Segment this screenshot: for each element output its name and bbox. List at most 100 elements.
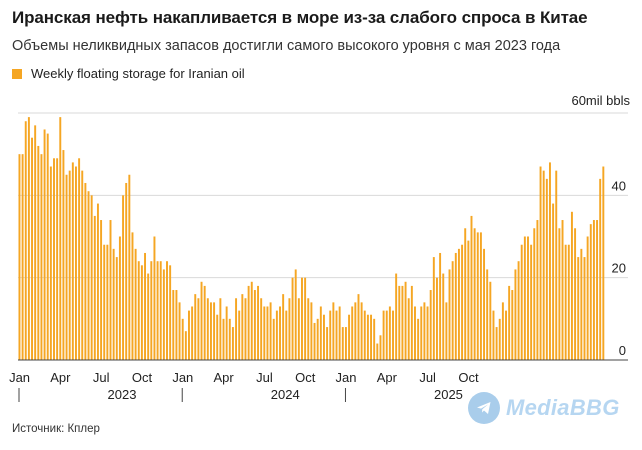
- bar: [266, 306, 269, 360]
- bar: [34, 125, 37, 360]
- bar: [602, 166, 605, 360]
- bar: [344, 327, 347, 360]
- bar: [191, 306, 194, 360]
- bar: [253, 290, 256, 360]
- x-tick-label: Jan: [9, 370, 30, 385]
- bar: [106, 244, 109, 360]
- bar: [589, 224, 592, 360]
- bar: [448, 269, 451, 360]
- bar: [457, 248, 460, 360]
- bar: [539, 166, 542, 360]
- bar: [43, 129, 46, 360]
- bar: [209, 302, 212, 360]
- bar: [492, 310, 495, 360]
- bar: [294, 269, 297, 360]
- bar: [272, 318, 275, 360]
- bar: [599, 178, 602, 360]
- x-tick-label: Oct: [458, 370, 479, 385]
- bar: [37, 145, 40, 360]
- bar: [134, 248, 137, 360]
- bar: [307, 298, 310, 360]
- bar: [244, 298, 247, 360]
- bar: [197, 298, 200, 360]
- bar: [84, 182, 87, 360]
- bar: [231, 327, 234, 360]
- bar: [335, 310, 338, 360]
- bar: [219, 298, 222, 360]
- bar: [542, 170, 545, 360]
- bar: [285, 310, 288, 360]
- watermark-text: MediaBBG: [506, 395, 620, 420]
- bar: [260, 298, 263, 360]
- bar: [279, 306, 281, 360]
- bar: [527, 236, 529, 360]
- bar: [326, 327, 329, 360]
- bar: [417, 318, 420, 360]
- bar: [128, 174, 131, 360]
- x-tick-label: Oct: [295, 370, 316, 385]
- bar: [46, 133, 49, 360]
- watermark: MediaBBG: [468, 392, 620, 424]
- bar: [401, 285, 404, 360]
- year-label: 2025: [434, 387, 463, 402]
- bar: [586, 236, 589, 360]
- bar: [445, 302, 448, 360]
- bar: [473, 228, 476, 360]
- bar: [263, 306, 266, 360]
- bar: [520, 244, 523, 360]
- bar: [580, 248, 583, 360]
- bar: [131, 232, 134, 360]
- bar: [162, 269, 165, 360]
- bar: [250, 281, 253, 360]
- bar: [476, 232, 479, 360]
- bar: [238, 310, 241, 360]
- bar: [288, 298, 291, 360]
- bar: [93, 215, 96, 360]
- bar: [247, 285, 250, 360]
- bar: [65, 174, 68, 360]
- bar: [49, 166, 52, 360]
- bar: [366, 314, 369, 360]
- bar: [517, 261, 520, 360]
- bar: [341, 327, 344, 360]
- bar: [225, 306, 228, 360]
- legend: Weekly floating storage for Iranian oil: [12, 66, 245, 81]
- bar: [18, 154, 21, 360]
- telegram-icon: [468, 392, 500, 424]
- bar: [348, 314, 351, 360]
- bar: [282, 294, 285, 360]
- y-axis: 0 20 40: [612, 178, 626, 358]
- bar: [426, 306, 429, 360]
- bar: [464, 228, 467, 360]
- bar: [429, 290, 432, 360]
- bar: [360, 302, 363, 360]
- bar: [144, 252, 147, 360]
- bar: [90, 195, 93, 360]
- bar: [483, 248, 486, 360]
- bar: [184, 331, 187, 360]
- bar: [216, 314, 219, 360]
- bar: [564, 244, 567, 360]
- bar: [71, 162, 74, 360]
- bar: [301, 277, 303, 360]
- bar: [115, 257, 118, 360]
- bar: [24, 121, 27, 360]
- bar: [322, 314, 325, 360]
- legend-label: Weekly floating storage for Iranian oil: [31, 66, 245, 81]
- bar: [228, 318, 231, 360]
- year-label: 2024: [271, 387, 300, 402]
- year-label: 2023: [108, 387, 137, 402]
- bar: [194, 294, 197, 360]
- bar: [423, 302, 426, 360]
- bar: [392, 310, 394, 360]
- bar: [420, 306, 423, 360]
- bar: [395, 273, 398, 360]
- bar: [479, 232, 482, 360]
- bar: [31, 137, 33, 360]
- bar: [100, 220, 103, 360]
- bar: [257, 285, 260, 360]
- x-tick-label: Oct: [132, 370, 153, 385]
- bar: [178, 302, 181, 360]
- bar: [548, 162, 551, 360]
- bar: [357, 294, 360, 360]
